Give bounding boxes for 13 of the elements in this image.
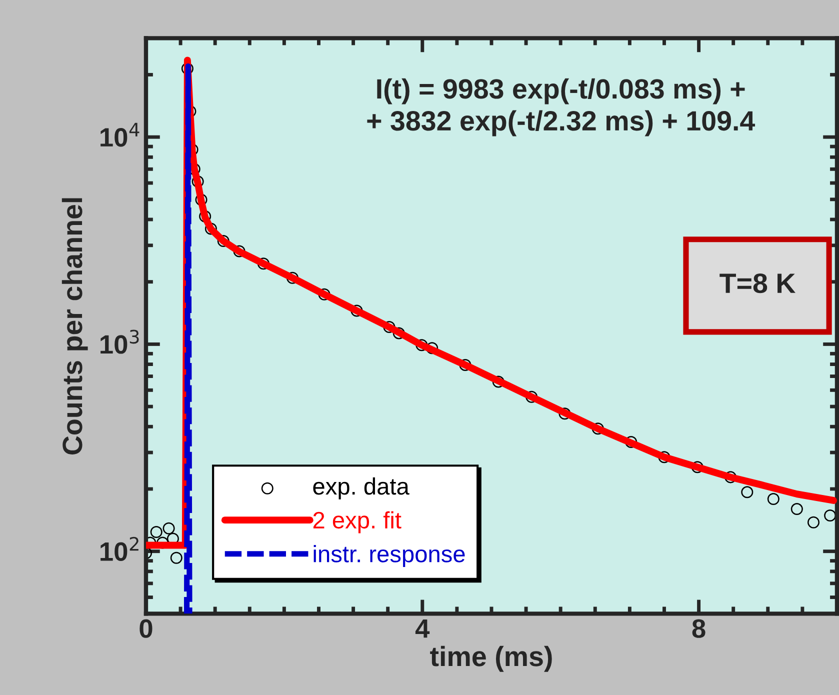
y-tick-label: 10$^{4}$ [100,122,140,147]
legend-label: exp. data [313,477,410,500]
legend-label: instr. response [314,545,465,568]
x-tick-label: 4 [415,620,430,638]
annotation: I(t) = 9983 exp(-t/0.083 ms) + + 3832 exp(-t/2.32 ms) + 109.4 [367,78,756,136]
y-tick-label: 10$^{3}$ [100,330,139,354]
x-tick-label: 0 [140,619,152,638]
annotation: T=8 K [720,273,796,294]
y-tick-label: 10$^{2}$ [100,536,138,561]
x-axis-title: time (ms) [430,646,552,672]
y-axis-title: Counts per channel [62,198,88,454]
legend-label: 2 exp. fit [313,511,402,534]
x-tick-label: 8 [692,619,706,638]
